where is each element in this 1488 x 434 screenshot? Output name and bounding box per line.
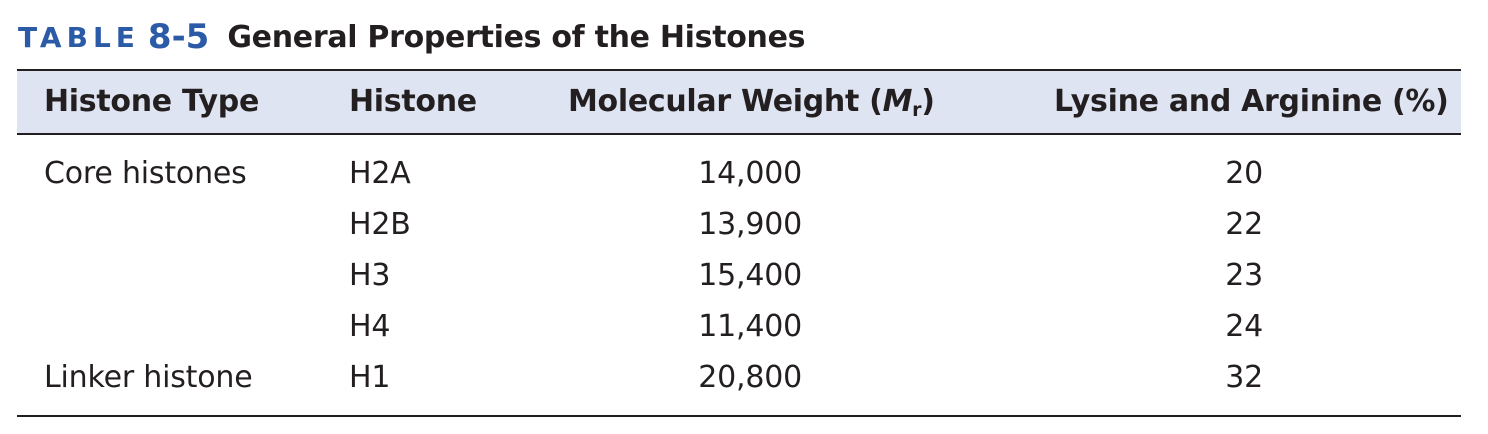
molecular-weight-prefix: Molecular Weight ( [568,84,883,119]
cell-molecular-weight: 15,400 [698,258,802,293]
cell-lysine-arginine: 20 [1225,156,1263,191]
column-header-molecular-weight: Molecular Weight (Mr) [568,71,935,133]
cell-molecular-weight: 14,000 [698,156,802,191]
table-top-rule [17,69,1461,71]
table-label-word: TABLE [18,20,140,54]
cell-histone: H2A [349,156,411,191]
cell-histone-type: Core histones [44,156,247,191]
cell-histone-type: Linker histone [44,360,253,395]
molecular-weight-symbol: Mr [882,84,922,121]
column-header-lysine-arginine: Lysine and Arginine (%) [1054,84,1449,119]
cell-lysine-arginine: 23 [1225,258,1263,293]
cell-lysine-arginine: 22 [1225,207,1263,242]
cell-molecular-weight: 11,400 [698,309,802,344]
cell-histone: H3 [349,258,391,293]
table-bottom-rule [17,415,1461,417]
table-header-rule [17,133,1461,135]
cell-molecular-weight: 20,800 [698,360,802,395]
column-header-histone: Histone [349,84,477,119]
cell-histone: H4 [349,309,391,344]
molecular-weight-suffix: ) [921,84,935,119]
cell-lysine-arginine: 24 [1225,309,1263,344]
column-header-histone-type: Histone Type [44,84,260,119]
table-caption: TABLE 8-5 General Properties of the Hist… [18,14,806,60]
table-header-band [17,71,1461,133]
table-title: General Properties of the Histones [227,19,806,55]
cell-histone: H1 [349,360,391,395]
molecular-weight-subscript: r [912,99,922,121]
cell-lysine-arginine: 32 [1225,360,1263,395]
cell-molecular-weight: 13,900 [698,207,802,242]
cell-histone: H2B [349,207,411,242]
table-label-number: 8-5 [147,17,210,57]
